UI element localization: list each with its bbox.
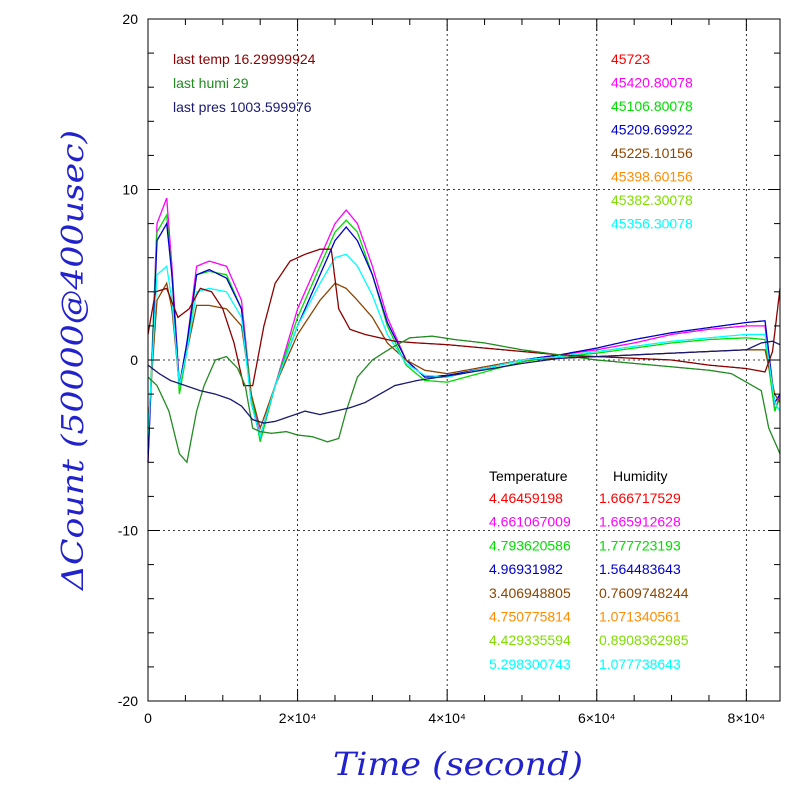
series-group	[147, 197, 781, 464]
x-tick-label: 6×10⁴	[578, 710, 616, 726]
count-value: 45106.80078	[611, 98, 693, 114]
last-pres-label: last pres 1003.599976	[173, 99, 312, 115]
last-humi-label: last humi 29	[173, 75, 249, 91]
humidity-header: Humidity	[613, 468, 667, 484]
count-value: 45209.69922	[611, 122, 693, 138]
x-tick-label: 0	[144, 710, 152, 726]
series-line	[147, 221, 781, 463]
x-tick-label: 4×10⁴	[428, 710, 466, 726]
temperature-coefficient: 3.406948805	[489, 585, 571, 601]
y-tick-label: -20	[118, 693, 138, 709]
count-value: 45398.60156	[611, 169, 693, 185]
temperature-coefficient: 5.298300743	[489, 656, 571, 672]
count-value: 45420.80078	[611, 75, 693, 91]
temperature-coefficient: 4.793620586	[489, 537, 571, 553]
y-axis-title: ΔCount (50000@400usec)	[56, 130, 91, 591]
humidity-coefficient: 1.665912628	[599, 514, 681, 530]
temperature-header: Temperature	[489, 468, 568, 484]
last-temp-label: last temp 16.29999924	[173, 51, 316, 67]
series-line	[147, 340, 781, 424]
temperature-coefficient: 4.750775814	[489, 609, 571, 625]
series-line	[147, 248, 781, 387]
coefficients-table: Temperature Humidity 4.46459198 1.6667175…	[489, 468, 689, 672]
y-tick-label: 10	[122, 182, 138, 198]
coefficient-rows: 4.46459198 1.666717529 4.661067009 1.665912…	[489, 490, 689, 672]
count-value: 45382.30078	[611, 192, 693, 208]
count-value: 45356.30078	[611, 216, 693, 232]
x-axis-title: Time (second)	[333, 745, 583, 783]
humidity-coefficient: 0.8908362985	[599, 632, 689, 648]
series-line	[147, 281, 781, 431]
x-tick-label: 2×10⁴	[279, 710, 317, 726]
temperature-coefficient: 4.429335594	[489, 632, 571, 648]
temperature-coefficient: 4.661067009	[489, 514, 571, 530]
series-line	[147, 253, 781, 440]
x-tick-label: 8×10⁴	[728, 710, 766, 726]
humidity-coefficient: 1.071340561	[599, 609, 681, 625]
axes: 20 10 0 -10 -20 0 2×10⁴ 4×10⁴ 6×10⁴ 8×10⁴	[118, 11, 780, 726]
count-value: 45225.10156	[611, 145, 693, 161]
humidity-coefficient: 0.7609748244	[599, 585, 689, 601]
humidity-coefficient: 1.777723193	[599, 537, 681, 553]
temperature-coefficient: 4.46459198	[489, 490, 563, 506]
last-values-block: last temp 16.29999924 last humi 29 last …	[173, 51, 316, 115]
humidity-coefficient: 1.077738643	[599, 656, 681, 672]
count-value: 45723	[611, 51, 650, 67]
y-tick-label: 0	[130, 352, 138, 368]
series-line	[147, 335, 781, 464]
humidity-coefficient: 1.666717529	[599, 490, 681, 506]
y-tick-label: -10	[118, 523, 138, 539]
humidity-coefficient: 1.564483643	[599, 561, 681, 577]
y-tick-label: 20	[122, 11, 138, 27]
counts-legend: 45723 45420.80078 45106.80078 45209.69922 45…	[611, 51, 693, 232]
temperature-coefficient: 4.96931982	[489, 561, 563, 577]
